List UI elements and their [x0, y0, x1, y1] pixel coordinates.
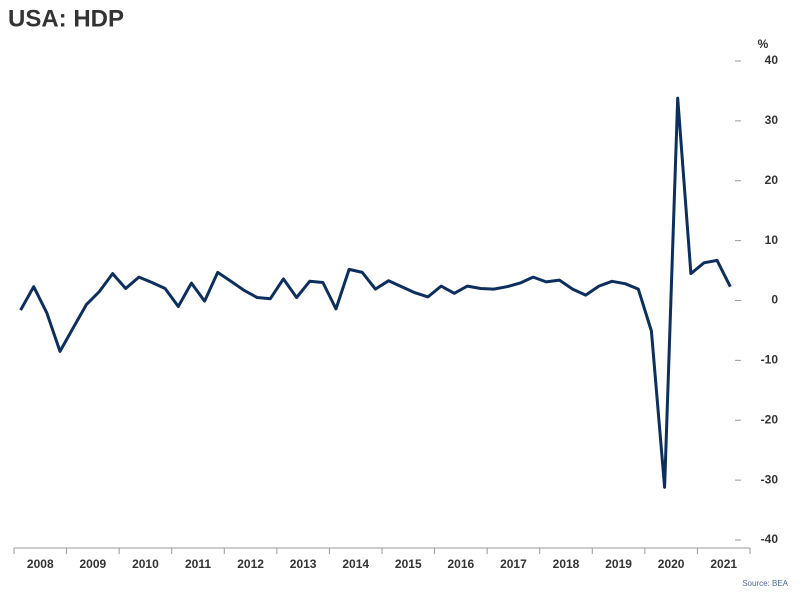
- x-tick-label: 2013: [290, 557, 317, 571]
- y-tick-label: 10: [765, 233, 779, 247]
- y-tick-label: -20: [761, 412, 779, 426]
- x-tick-label: 2017: [500, 557, 527, 571]
- y-tick-label: 20: [765, 173, 779, 187]
- x-tick-label: 2010: [132, 557, 159, 571]
- x-tick-label: 2014: [342, 557, 369, 571]
- y-tick-label: -40: [761, 532, 779, 546]
- x-tick-label: 2019: [605, 557, 632, 571]
- x-tick-label: 2015: [395, 557, 422, 571]
- y-tick-label: -30: [761, 472, 779, 486]
- x-tick-label: 2011: [185, 557, 211, 571]
- y-unit: %: [758, 37, 769, 51]
- chart-title: USA: HDP: [8, 5, 124, 32]
- x-tick-label: 2018: [553, 557, 580, 571]
- y-tick-label: 0: [771, 293, 778, 307]
- x-tick-label: 2009: [80, 557, 107, 571]
- data-line: [19, 96, 732, 489]
- x-tick-label: 2012: [237, 557, 264, 571]
- y-tick-label: 40: [765, 53, 779, 67]
- source: Source: BEA: [742, 579, 788, 588]
- y-tick-label: 30: [765, 113, 779, 127]
- x-tick-label: 2016: [448, 557, 475, 571]
- x-tick-label: 2021: [710, 557, 737, 571]
- x-tick-label: 2020: [658, 557, 685, 571]
- x-tick-label: 2008: [27, 557, 54, 571]
- y-tick-label: -10: [761, 353, 779, 367]
